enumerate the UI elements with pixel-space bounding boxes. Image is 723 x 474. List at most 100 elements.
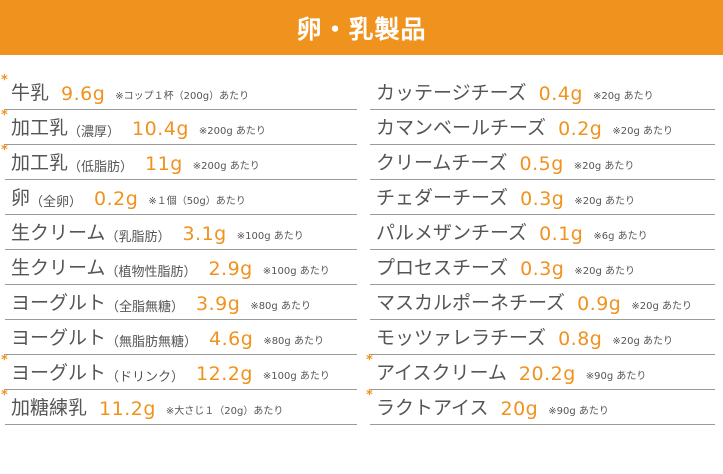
- food-row: ヨーグルト （全脂無糖） 3.9g ※80g あたり: [5, 285, 357, 320]
- food-name: 卵: [11, 187, 31, 209]
- food-name: カッテージチーズ: [376, 82, 527, 104]
- food-name: 生クリーム: [11, 222, 106, 244]
- food-row: * 加工乳 （濃厚） 10.4g ※200g あたり: [1, 108, 357, 145]
- food-row: * 加工乳 （低脂肪） 11g ※200g あたり: [1, 143, 357, 180]
- food-row: クリームチーズ 0.5g ※20g あたり: [370, 145, 715, 180]
- serving-note: ※20g あたり: [612, 336, 673, 347]
- sugar-amount: 20.2g: [518, 363, 576, 385]
- food-name: 加糖練乳: [11, 397, 88, 419]
- sugar-amount: 10.4g: [132, 118, 189, 140]
- food-row: カマンベールチーズ 0.2g ※20g あたり: [370, 110, 715, 145]
- food-name: チェダーチーズ: [376, 187, 509, 209]
- sugar-amount: 9.6g: [61, 83, 106, 105]
- food-name: マスカルポーネチーズ: [376, 292, 566, 314]
- food-row: プロセスチーズ 0.3g ※20g あたり: [370, 250, 715, 285]
- serving-note: ※90g あたり: [548, 406, 609, 417]
- food-name: ラクトアイス: [376, 397, 489, 419]
- header-bar: 卵・乳製品: [0, 0, 723, 55]
- sugar-amount: 0.3g: [520, 258, 565, 280]
- food-variant: （乳脂肪）: [105, 230, 171, 245]
- star-mark: *: [1, 143, 8, 158]
- food-name: カマンベールチーズ: [376, 117, 547, 139]
- serving-note: ※100g あたり: [262, 266, 330, 277]
- food-name: アイスクリーム: [376, 362, 507, 384]
- sugar-amount: 0.2g: [94, 188, 139, 210]
- page-title: 卵・乳製品: [296, 14, 427, 44]
- serving-note: ※20g あたり: [612, 126, 673, 137]
- food-row: チェダーチーズ 0.3g ※20g あたり: [370, 180, 715, 215]
- food-name: 加工乳: [11, 152, 69, 174]
- serving-note: ※20g あたり: [592, 91, 654, 102]
- food-row: マスカルポーネチーズ 0.9g ※20g あたり: [370, 285, 715, 320]
- food-variant: （ドリンク）: [106, 370, 185, 385]
- food-name: パルメザンチーズ: [376, 222, 528, 244]
- serving-note: ※200g あたり: [198, 126, 266, 137]
- serving-note: ※１個（50g）あたり: [148, 196, 246, 207]
- star-mark: *: [1, 388, 8, 403]
- food-row: * 加糖練乳 11.2g ※大さじ１（20g）あたり: [1, 388, 357, 425]
- food-row: * アイスクリーム 20.2g ※90g あたり: [366, 353, 715, 390]
- sugar-amount: 0.4g: [538, 83, 583, 105]
- serving-note: ※コップ１杯（200g）あたり: [115, 91, 250, 102]
- sugar-amount: 2.9g: [208, 258, 253, 280]
- food-variant: （植物性脂肪）: [105, 265, 197, 280]
- food-name: ヨーグルト: [11, 327, 107, 349]
- sugar-amount: 0.2g: [558, 118, 603, 140]
- serving-note: ※6g あたり: [593, 231, 648, 242]
- star-mark: *: [1, 353, 8, 368]
- food-row: 卵（全卵） 0.2g ※１個（50g）あたり: [5, 180, 357, 215]
- star-mark: *: [1, 108, 8, 123]
- food-name: 牛乳: [11, 82, 50, 104]
- serving-note: ※20g あたり: [574, 266, 635, 277]
- serving-note: ※80g あたり: [263, 336, 324, 347]
- food-variant: （無脂肪無糖）: [106, 335, 198, 350]
- serving-note: ※90g あたり: [585, 371, 647, 382]
- food-name: 加工乳: [11, 117, 69, 139]
- serving-note: ※100g あたり: [262, 371, 330, 382]
- serving-note: ※100g あたり: [236, 231, 304, 242]
- sugar-amount: 3.1g: [182, 223, 227, 245]
- serving-note: ※20g あたり: [573, 161, 635, 172]
- food-name: ヨーグルト: [11, 362, 107, 384]
- left-column: * 牛乳 9.6g ※コップ１杯（200g）あたり * 加工乳 （濃厚） 10.4g ※200g…: [1, 73, 357, 425]
- food-row: 生クリーム （乳脂肪） 3.1g ※100g あたり: [5, 215, 357, 250]
- serving-note: ※80g あたり: [250, 301, 311, 312]
- food-variant: （全脂無糖）: [106, 300, 185, 315]
- food-name: プロセスチーズ: [376, 257, 509, 279]
- food-row: * 牛乳 9.6g ※コップ１杯（200g）あたり: [1, 73, 357, 110]
- serving-note: ※大さじ１（20g）あたり: [165, 406, 284, 417]
- sugar-amount: 0.5g: [519, 153, 564, 175]
- food-row: カッテージチーズ 0.4g ※20g あたり: [370, 75, 715, 110]
- sugar-amount: 11g: [145, 153, 183, 175]
- food-name: モッツァレラチーズ: [376, 327, 547, 349]
- food-row: * ヨーグルト （ドリンク） 12.2g ※100g あたり: [1, 353, 357, 390]
- sugar-amount: 20g: [500, 398, 539, 420]
- sugar-amount: 12.2g: [196, 363, 253, 385]
- food-variant: （全卵）: [30, 195, 83, 210]
- sugar-amount: 3.9g: [196, 293, 241, 315]
- food-row: モッツァレラチーズ 0.8g ※20g あたり: [370, 320, 715, 355]
- sugar-amount: 0.9g: [577, 293, 622, 315]
- food-name: クリームチーズ: [376, 152, 508, 174]
- sugar-amount: 0.3g: [520, 188, 565, 210]
- content-columns: * 牛乳 9.6g ※コップ１杯（200g）あたり * 加工乳 （濃厚） 10.4g ※200g…: [0, 55, 723, 425]
- right-column: カッテージチーズ 0.4g ※20g あたり カマンベールチーズ 0.2g ※20g あた…: [366, 75, 715, 425]
- sugar-amount: 4.6g: [209, 328, 254, 350]
- serving-note: ※20g あたり: [574, 196, 635, 207]
- star-mark: *: [366, 388, 373, 403]
- food-row: * ラクトアイス 20g ※90g あたり: [366, 388, 715, 425]
- star-mark: *: [1, 73, 8, 88]
- food-row: ヨーグルト （無脂肪無糖） 4.6g ※80g あたり: [5, 320, 357, 355]
- food-name: 生クリーム: [11, 257, 106, 279]
- food-row: 生クリーム （植物性脂肪） 2.9g ※100g あたり: [5, 250, 357, 285]
- sugar-amount: 0.8g: [558, 328, 603, 350]
- star-mark: *: [366, 353, 373, 368]
- sugar-amount: 0.1g: [539, 223, 584, 245]
- food-name: ヨーグルト: [11, 292, 107, 314]
- serving-note: ※20g あたり: [631, 301, 692, 312]
- food-variant: （濃厚）: [68, 125, 121, 140]
- food-variant: （低脂肪）: [68, 160, 134, 175]
- food-row: パルメザンチーズ 0.1g ※6g あたり: [370, 215, 715, 250]
- sugar-amount: 11.2g: [99, 398, 156, 420]
- serving-note: ※200g あたり: [192, 161, 260, 172]
